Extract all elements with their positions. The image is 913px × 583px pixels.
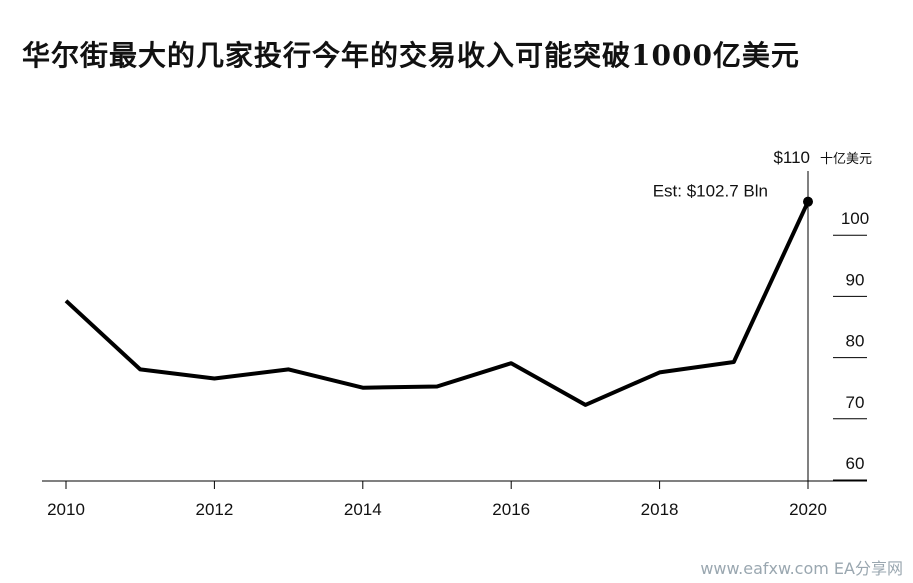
endpoint-marker <box>803 196 813 207</box>
endpoint-annotation: Est: $102.7 Bln <box>653 182 768 201</box>
x-ticks: 2010 2012 2014 2016 2018 2020 <box>47 481 827 519</box>
watermark: www.eafxw.com EA分享网 <box>700 559 903 578</box>
y-tick-label: 100 <box>841 209 869 228</box>
y-ticks: $110 100 90 80 70 60 <box>773 148 869 481</box>
unit-label: 十亿美元 <box>820 152 872 167</box>
series-line <box>64 200 810 407</box>
y-tick-label: 60 <box>846 454 865 473</box>
x-tick-label: 2014 <box>344 500 382 519</box>
x-tick-label: 2016 <box>492 500 530 519</box>
y-tick-label: 80 <box>846 332 865 351</box>
y-tick-label: 90 <box>846 270 865 289</box>
chart-title: 华尔街最大的几家投行今年的交易收入可能突破1000亿美元 <box>22 39 800 72</box>
x-tick-label: 2018 <box>641 500 679 519</box>
y-tick-label: 70 <box>846 393 865 412</box>
y-tick-label: $110 <box>773 148 810 167</box>
x-tick-label: 2012 <box>195 500 233 519</box>
x-tick-label: 2010 <box>47 500 85 519</box>
x-tick-label: 2020 <box>789 500 827 519</box>
